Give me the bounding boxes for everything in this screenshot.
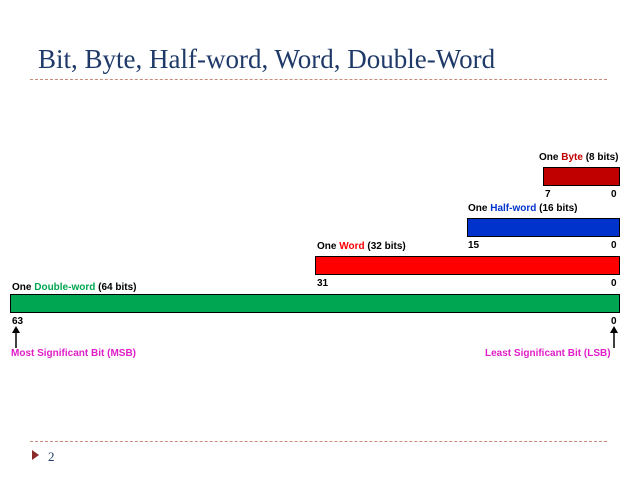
half-word-label: One Half-word (16 bits): [468, 203, 578, 214]
lsb-arrow-icon: [610, 326, 618, 348]
byte-high-bit: 7: [545, 189, 551, 200]
page-number: 2: [48, 449, 55, 464]
half-word-low-bit: 0: [611, 240, 617, 251]
msb-arrow-icon: [12, 326, 20, 348]
double-word-label: One Double-word (64 bits): [12, 282, 137, 293]
double-word-bar: [10, 294, 620, 313]
double-word-low-bit: 0: [611, 316, 617, 327]
byte-bar: [543, 167, 620, 186]
slide-title: Bit, Byte, Half-word, Word, Double-Word: [38, 44, 496, 74]
half-word-high-bit: 15: [468, 240, 480, 251]
footer-divider: [30, 441, 607, 442]
word-high-bit: 31: [317, 278, 329, 289]
half-word-name: Half-word: [490, 203, 537, 214]
half-word-bar: [467, 218, 620, 237]
msb-label: Most Significant Bit (MSB): [11, 348, 136, 359]
byte-name: Byte: [561, 152, 583, 163]
word-name: Word: [339, 241, 365, 252]
double-word-name: Double-word: [34, 282, 96, 293]
word-bar: [315, 256, 620, 275]
bullet-icon: [32, 450, 39, 460]
byte-low-bit: 0: [611, 189, 617, 200]
byte-label: One Byte (8 bits): [539, 152, 619, 163]
word-low-bit: 0: [611, 278, 617, 289]
lsb-label: Least Significant Bit (LSB): [485, 348, 611, 359]
double-word-high-bit: 63: [12, 316, 24, 327]
word-label: One Word (32 bits): [317, 241, 406, 252]
title-divider: [30, 79, 607, 80]
